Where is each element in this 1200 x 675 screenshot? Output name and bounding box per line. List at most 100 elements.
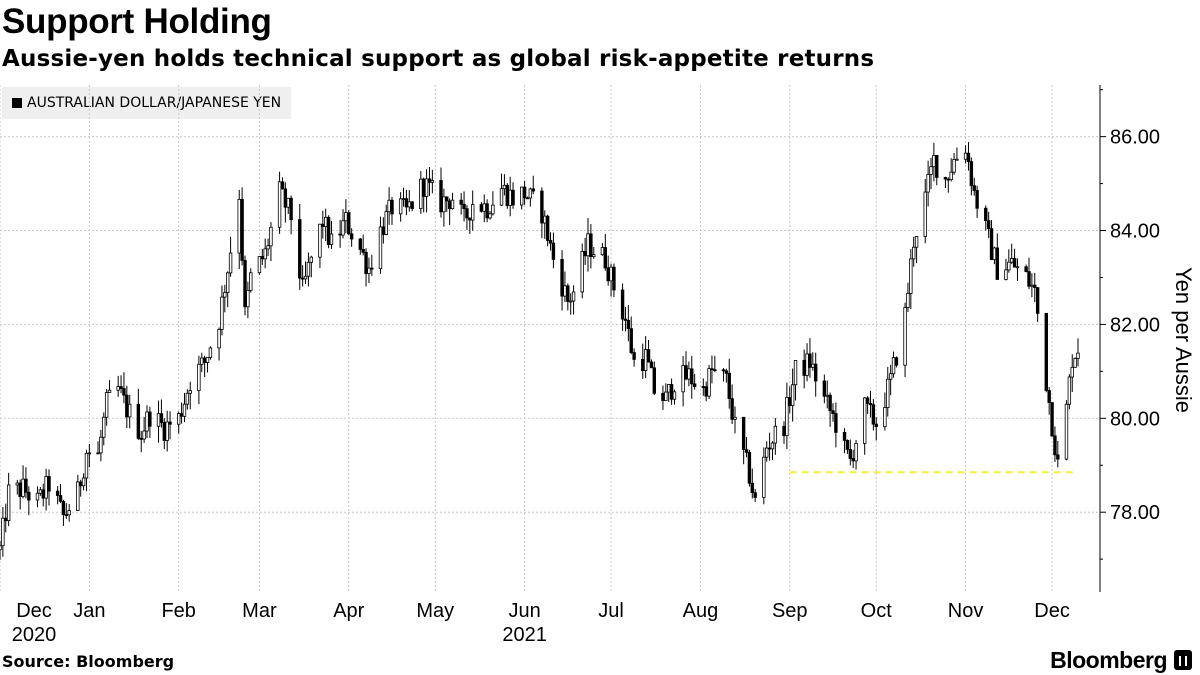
candle [788, 386, 792, 414]
candle [349, 228, 354, 247]
candle [505, 183, 509, 209]
candle-body [1012, 258, 1017, 268]
candle [704, 381, 708, 402]
candle [989, 220, 994, 261]
x-tick-label: Mar [242, 600, 277, 622]
candle [765, 441, 769, 462]
candle-body [1030, 284, 1034, 287]
candle-body [430, 180, 435, 183]
candle-body [952, 159, 956, 173]
candle-body [863, 397, 867, 444]
y-tick-label: 86.00 [1110, 127, 1160, 149]
candle [834, 402, 838, 448]
candle-body [664, 391, 668, 401]
candle [249, 268, 253, 293]
candle-body [600, 247, 605, 256]
candle-body [162, 422, 166, 441]
candle-body [669, 384, 674, 400]
candle [955, 147, 959, 161]
candle-body [502, 184, 507, 190]
candle-body [522, 186, 527, 199]
candle-body [545, 215, 550, 241]
candle [404, 189, 409, 216]
candle-body [303, 275, 308, 280]
candle-body [606, 267, 610, 282]
candle-body [99, 436, 103, 454]
candle-body [407, 201, 411, 208]
candle [136, 388, 141, 440]
candle [370, 254, 374, 276]
candle-body [805, 353, 809, 376]
candle [347, 210, 351, 236]
candle-body [586, 233, 590, 257]
candle-body [692, 383, 697, 387]
candle-body [788, 397, 792, 407]
candle [1067, 374, 1072, 410]
candle-body [422, 178, 426, 197]
candle [329, 220, 334, 249]
legend-label: AUSTRALIAN DOLLAR/JAPANESE YEN [27, 95, 282, 111]
candle [491, 191, 495, 216]
candle [205, 357, 210, 373]
candle-body [721, 369, 726, 372]
candle [318, 223, 322, 268]
candle [79, 479, 83, 497]
candle-body [1004, 269, 1008, 280]
candle-body [104, 392, 109, 418]
candle-body [888, 373, 893, 380]
candle-body [842, 431, 847, 441]
candle [485, 199, 489, 223]
candle [125, 385, 129, 428]
candle-body [831, 410, 835, 414]
candle [652, 361, 656, 396]
candle [626, 305, 631, 342]
candle [450, 192, 455, 210]
candle-body [76, 481, 80, 511]
candle [387, 187, 391, 225]
y-tick-label: 80.00 [1110, 408, 1160, 430]
candle-body [914, 236, 919, 248]
candle [102, 412, 106, 446]
candle [1044, 312, 1048, 393]
candle [571, 285, 576, 315]
candle-body [200, 357, 204, 365]
candle [27, 486, 31, 516]
candle-body [217, 329, 221, 349]
candle [1056, 440, 1060, 468]
candle [560, 250, 564, 311]
candle-body [1053, 435, 1057, 456]
x-tick-label: Jul [598, 600, 624, 622]
candle [223, 284, 227, 313]
candle-body [182, 403, 187, 417]
candle [586, 218, 590, 272]
candle-body [306, 261, 311, 277]
candle-body [661, 392, 665, 401]
candle-body [6, 484, 11, 522]
candle [41, 483, 45, 507]
candle [344, 199, 348, 234]
candle-body [571, 291, 576, 302]
candle-body [802, 359, 806, 376]
candle-body [912, 246, 916, 260]
candle-body [136, 403, 141, 439]
candle [548, 232, 553, 251]
x-year-label: 2021 [502, 624, 547, 646]
candle-body [848, 449, 852, 459]
candle-body [122, 388, 126, 396]
candle [863, 397, 867, 455]
candle-body [681, 365, 685, 393]
candle-body [929, 166, 933, 175]
candle-body [1050, 402, 1054, 437]
candle [1064, 400, 1069, 461]
candle [943, 176, 948, 189]
candle-body [358, 238, 362, 250]
candle [367, 257, 371, 284]
candle-body [107, 389, 112, 393]
candle-body [321, 223, 325, 228]
candle [1007, 249, 1011, 273]
candle-body [424, 178, 429, 197]
candle-body [793, 359, 798, 386]
candle [263, 238, 267, 269]
candle [107, 380, 112, 393]
